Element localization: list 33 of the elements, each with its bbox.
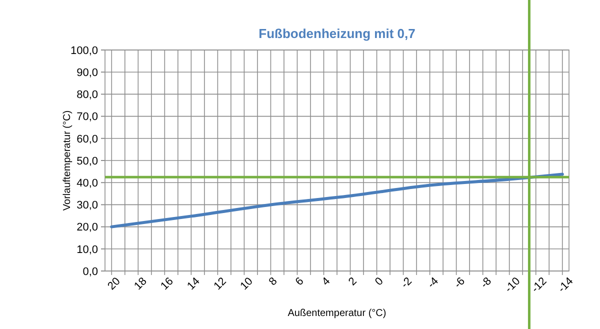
y-tick-label: 40,0 <box>76 177 98 190</box>
y-axis-title: Vorlauftemperatur (°C) <box>62 110 73 211</box>
line-series <box>110 172 564 228</box>
x-tick-label: 16 <box>158 275 176 293</box>
x-tick-label: 2 <box>346 275 360 288</box>
y-tick-label: 10,0 <box>76 244 98 256</box>
x-tick-label: -8 <box>478 275 494 291</box>
x-tick-label: -6 <box>452 275 468 291</box>
x-tick-label: -2 <box>399 275 414 291</box>
x-axis-title: Außentemperatur (°C) <box>288 308 386 319</box>
x-tick-label: -10 <box>502 275 523 296</box>
x-tick-label: -14 <box>556 275 576 296</box>
x-tick-label: -4 <box>426 275 441 291</box>
x-tick-label: 20 <box>106 275 123 293</box>
x-tick-label: 8 <box>266 275 280 288</box>
x-tick-label: 10 <box>238 275 256 293</box>
y-tick-label: 20,0 <box>76 222 98 234</box>
x-tick-label: -12 <box>529 275 550 296</box>
y-tick-label: 0,0 <box>82 266 98 278</box>
chart-title: Fußbodenheizung mit 0,7 <box>258 26 416 41</box>
x-tick-label: 12 <box>212 275 229 293</box>
y-tick-label: 50,0 <box>76 155 98 168</box>
y-tick-label: 80,0 <box>76 89 98 102</box>
x-tick-label: 18 <box>132 275 150 293</box>
y-tick-label: 90,0 <box>76 66 98 79</box>
x-tick-label: 6 <box>293 275 306 288</box>
x-tick-label: 0 <box>372 275 386 288</box>
y-tick-label: 60,0 <box>76 133 98 146</box>
x-tick-label: 14 <box>185 275 202 293</box>
y-tick-label: 70,0 <box>76 111 98 124</box>
x-tick-label: 4 <box>320 275 333 288</box>
y-tick-label: 100,0 <box>70 44 98 57</box>
y-tick-label: 30,0 <box>76 200 98 212</box>
